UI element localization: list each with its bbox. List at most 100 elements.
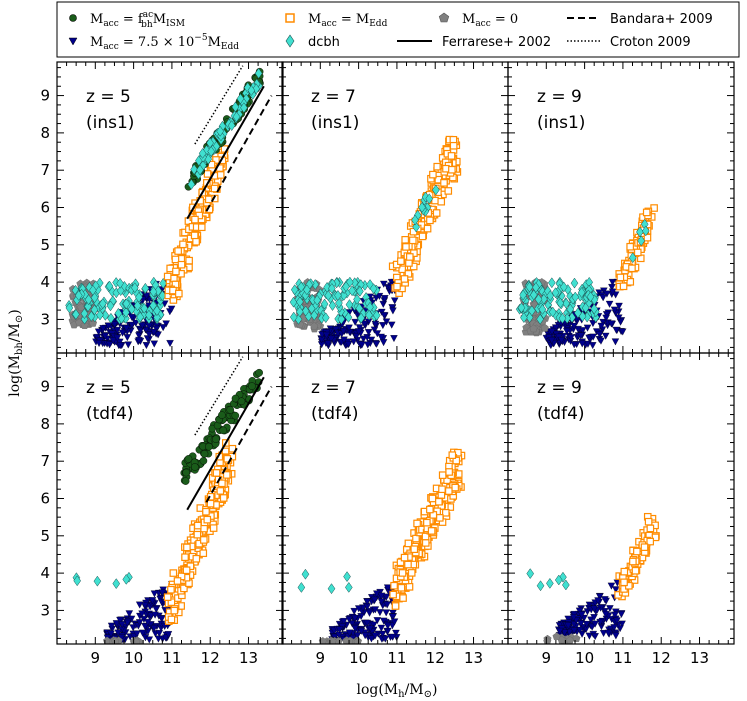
data-point-sub bbox=[350, 608, 358, 615]
data-point-dcbh bbox=[637, 235, 646, 247]
data-point-sub bbox=[364, 329, 373, 337]
data-point-sub bbox=[357, 627, 366, 635]
data-point-ism bbox=[255, 368, 263, 377]
data-point-edd bbox=[203, 515, 212, 524]
data-point-edd bbox=[642, 208, 651, 217]
data-point-edd bbox=[620, 578, 628, 587]
data-point-dcbh bbox=[536, 580, 545, 592]
data-point-edd bbox=[209, 524, 218, 532]
relation-bandara bbox=[205, 386, 273, 503]
legend-label-croton: Croton 2009 bbox=[610, 35, 691, 50]
data-point-dcbh bbox=[159, 277, 168, 289]
panel-model-label: (ins1) bbox=[86, 113, 134, 133]
data-point-ism bbox=[218, 411, 226, 419]
data-point-sub bbox=[118, 329, 127, 337]
data-point-edd bbox=[448, 451, 457, 459]
data-point-sub bbox=[371, 320, 380, 328]
data-point-sub bbox=[377, 333, 385, 341]
data-point-zero bbox=[310, 322, 319, 330]
legend-label-ism: Macc = fac bhMISM bbox=[90, 10, 185, 30]
data-point-sub bbox=[594, 597, 602, 605]
data-point-edd bbox=[643, 233, 652, 242]
data-point-sub bbox=[595, 331, 604, 339]
data-point-sub bbox=[577, 620, 585, 628]
data-point-sub bbox=[132, 319, 140, 327]
data-point-sub bbox=[113, 326, 122, 334]
data-point-edd bbox=[445, 487, 453, 495]
data-point-edd bbox=[616, 273, 625, 282]
data-point-dcbh bbox=[342, 281, 350, 293]
y-tick-label: 4 bbox=[40, 564, 50, 582]
data-point-ism bbox=[219, 426, 228, 435]
data-point-edd bbox=[438, 485, 446, 494]
y-tick-label: 8 bbox=[40, 415, 50, 433]
data-point-dcbh bbox=[127, 303, 136, 315]
relation-croton bbox=[194, 65, 244, 145]
data-point-edd bbox=[200, 524, 208, 533]
data-point-edd bbox=[451, 483, 459, 492]
data-point-sub bbox=[612, 632, 620, 640]
data-point-dcbh bbox=[343, 571, 351, 583]
data-point-sub bbox=[570, 322, 578, 330]
data-point-sub bbox=[365, 609, 374, 617]
data-point-edd bbox=[183, 543, 191, 552]
data-point-sub bbox=[324, 340, 332, 348]
y-tick-label: 3 bbox=[40, 310, 50, 328]
data-point-sub bbox=[578, 327, 587, 335]
data-point-sub bbox=[125, 610, 134, 618]
data-point-edd bbox=[185, 256, 193, 265]
data-point-sub bbox=[167, 305, 176, 313]
data-point-sub bbox=[618, 328, 627, 336]
data-point-dcbh bbox=[574, 307, 582, 319]
data-point-sub bbox=[370, 326, 379, 334]
x-tick-label: 11 bbox=[613, 649, 632, 667]
data-point-sub bbox=[152, 605, 160, 613]
y-tick-label: 6 bbox=[40, 490, 50, 508]
data-point-edd bbox=[409, 236, 417, 245]
data-point-sub bbox=[142, 342, 151, 350]
data-point-edd bbox=[448, 165, 456, 174]
data-point-sub bbox=[574, 325, 582, 333]
data-point-sub bbox=[101, 332, 109, 340]
data-point-dcbh bbox=[247, 85, 256, 96]
data-point-dcbh bbox=[106, 300, 115, 312]
relation-croton bbox=[194, 356, 244, 436]
data-point-edd bbox=[442, 508, 450, 517]
data-point-edd bbox=[167, 615, 176, 624]
data-point-dcbh bbox=[571, 291, 580, 303]
data-point-sub bbox=[144, 618, 152, 626]
data-point-dcbh bbox=[252, 83, 260, 95]
data-point-sub bbox=[602, 314, 610, 322]
data-point-dcbh bbox=[116, 285, 125, 297]
data-point-dcbh bbox=[74, 290, 83, 301]
data-point-dcbh bbox=[135, 291, 143, 303]
data-point-edd bbox=[222, 471, 231, 479]
data-point-sub bbox=[150, 625, 158, 632]
data-point-sub bbox=[588, 342, 597, 350]
data-point-sub bbox=[564, 615, 572, 623]
data-point-sub bbox=[340, 618, 348, 625]
data-point-dcbh bbox=[114, 307, 123, 319]
data-point-edd bbox=[410, 545, 419, 554]
data-point-sub bbox=[604, 629, 613, 637]
data-point-dcbh bbox=[355, 302, 364, 314]
data-point-sub bbox=[388, 633, 397, 641]
data-point-sub bbox=[610, 624, 618, 632]
data-point-sub bbox=[611, 611, 619, 619]
data-point-sub bbox=[104, 322, 113, 330]
data-point-sub bbox=[138, 629, 147, 637]
y-tick-label: 7 bbox=[40, 452, 50, 470]
data-point-edd bbox=[449, 141, 458, 150]
data-point-edd bbox=[640, 543, 649, 551]
data-point-edd bbox=[192, 237, 200, 246]
data-point-dcbh bbox=[90, 292, 99, 304]
data-point-sub bbox=[392, 629, 400, 637]
data-point-dcbh bbox=[231, 101, 240, 113]
panel-redshift-label: z = 9 bbox=[537, 87, 582, 107]
legend: Macc = fac bhMISM Macc = MEdd Macc = 0 Ba… bbox=[56, 1, 740, 58]
data-point-dcbh bbox=[313, 294, 321, 306]
panel-redshift-label: z = 5 bbox=[86, 378, 131, 398]
data-point-dcbh bbox=[196, 164, 204, 176]
legend-marker-zero bbox=[438, 12, 450, 23]
data-point-sub bbox=[105, 341, 114, 349]
